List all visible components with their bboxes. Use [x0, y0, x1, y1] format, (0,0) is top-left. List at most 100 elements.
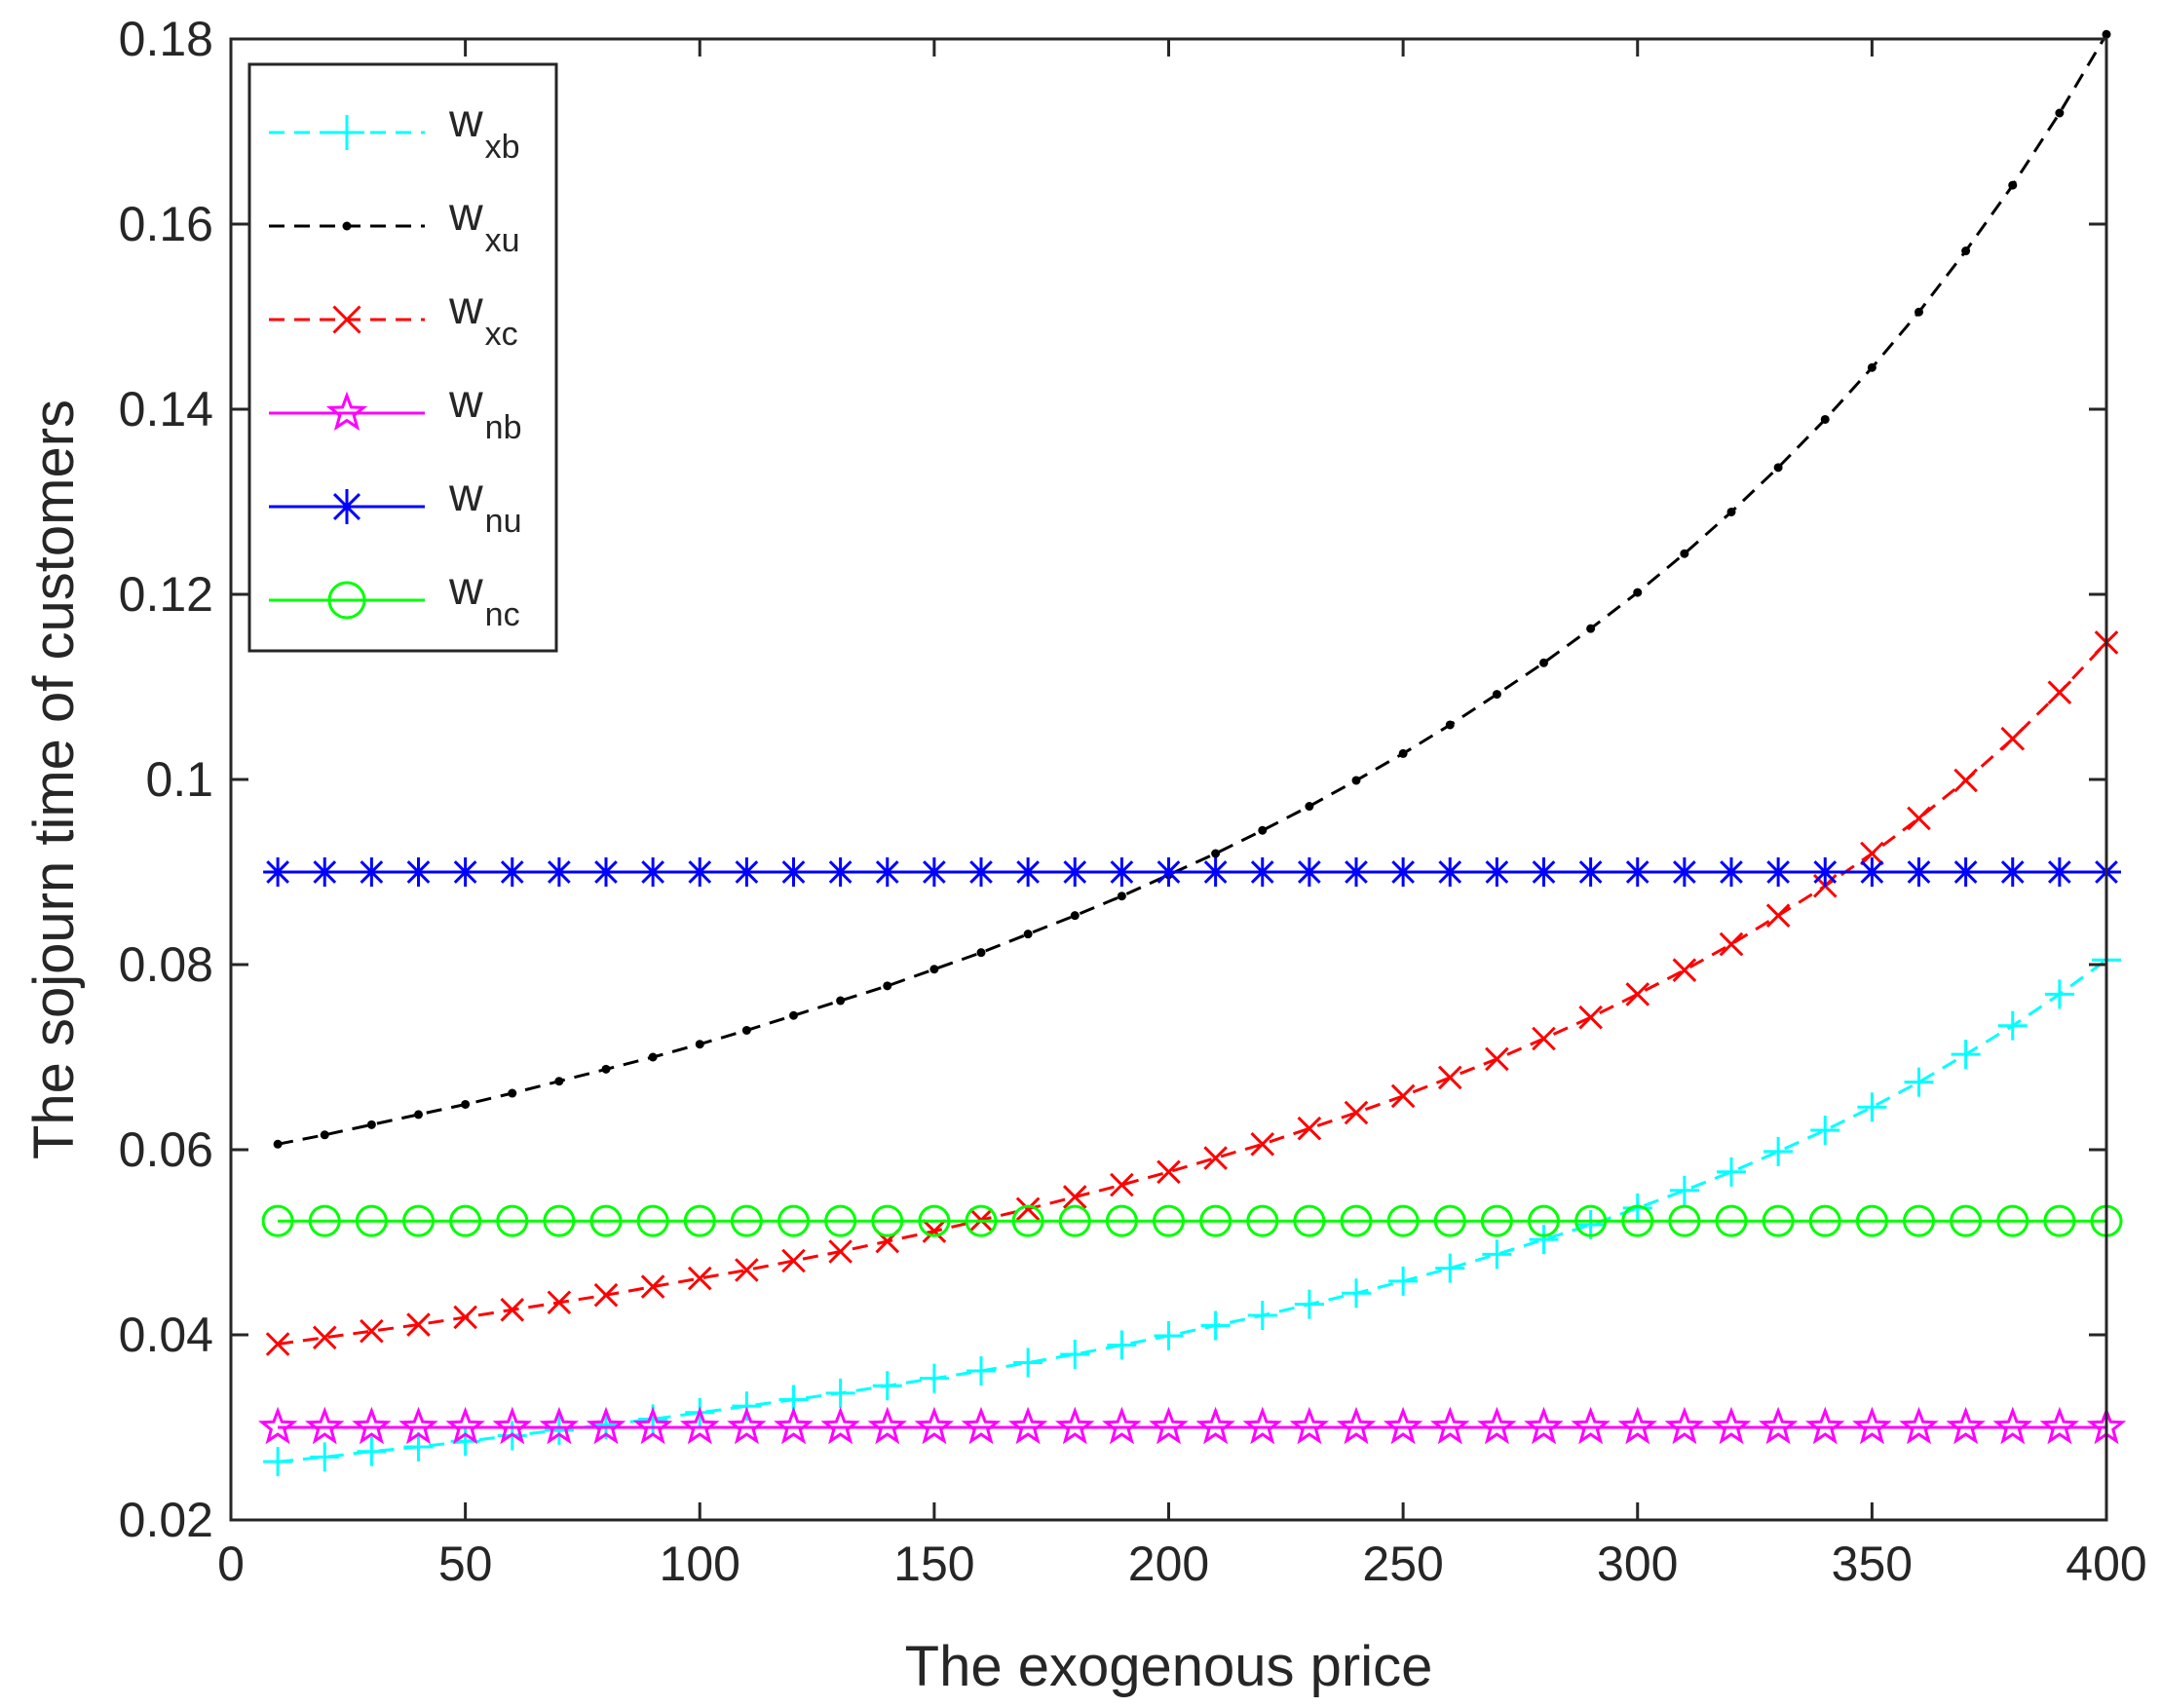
data-point-w_xb [1810, 1116, 1840, 1146]
data-point-w_nc [1340, 1204, 1373, 1237]
data-point-w_nu [1107, 857, 1137, 887]
data-point-w_nb [1992, 1406, 2032, 1445]
data-point-w_xu [883, 981, 892, 991]
data-point-w_xb [1857, 1092, 1887, 1122]
data-point-w_nb [961, 1406, 1002, 1445]
data-point-w_xc [1765, 903, 1791, 928]
data-point-w_nu [1294, 857, 1324, 887]
data-point-w_nb [1805, 1406, 1845, 1445]
data-point-w_nb [539, 1406, 580, 1445]
data-point-w_nb [257, 1406, 298, 1445]
data-point-w_nc [965, 1204, 998, 1237]
data-point-w_xu [836, 996, 846, 1006]
data-point-w_nc [543, 1204, 576, 1237]
data-point-w_nu [1669, 857, 1699, 887]
data-point-w_xc [312, 1325, 337, 1350]
data-point-w_nb [1195, 1406, 1235, 1445]
data-point-w_nu [1810, 857, 1840, 887]
data-point-w_nc [261, 1204, 294, 1237]
data-point-w_nc [1996, 1204, 2029, 1237]
x-tick-label: 400 [2066, 1537, 2146, 1591]
data-point-w_xc [1860, 841, 1884, 866]
legend-marker [342, 221, 352, 231]
data-point-w_xc [1203, 1146, 1228, 1170]
data-point-w_nb [1149, 1406, 1189, 1445]
legend-subscript: xu [485, 222, 520, 259]
data-point-w_xu [1492, 690, 1501, 700]
data-point-w_xc [547, 1290, 572, 1315]
data-point-w_xu [1680, 549, 1689, 558]
data-point-w_xu [929, 965, 939, 974]
data-point-w_nb [1242, 1406, 1282, 1445]
y-tick-label: 0.08 [119, 937, 213, 992]
data-point-w_nc [777, 1204, 810, 1237]
data-point-w_nu [450, 857, 480, 887]
data-point-w_nu [1154, 857, 1184, 887]
data-point-w_nc [1808, 1204, 1841, 1237]
data-point-w_nc [1105, 1204, 1138, 1237]
data-point-w_xc [1625, 982, 1650, 1006]
data-point-w_xb [1997, 1010, 2028, 1041]
legend-subscript: xb [485, 129, 520, 166]
legend-subscript: nc [485, 596, 520, 633]
data-point-w_nu [1904, 857, 1934, 887]
data-point-w_xc [1485, 1046, 1509, 1072]
data-point-w_xu [2102, 29, 2111, 39]
legend-marker [329, 115, 364, 150]
data-point-w_xc [1532, 1026, 1556, 1051]
data-point-w_nb [727, 1406, 767, 1445]
data-point-w_nu [1622, 857, 1652, 887]
data-point-w_nb [914, 1406, 955, 1445]
data-point-w_xc [828, 1239, 853, 1264]
data-point-w_xb [1951, 1040, 1981, 1070]
data-point-w_nc [1433, 1204, 1466, 1237]
data-point-w_xb [1247, 1301, 1277, 1331]
data-point-w_xu [1726, 507, 1736, 516]
data-point-w_xu [1961, 247, 1971, 256]
data-point-w_nb [1102, 1406, 1142, 1445]
data-point-w_nc [589, 1204, 623, 1237]
data-point-w_xu [1773, 463, 1783, 473]
data-point-w_nb [586, 1406, 626, 1445]
legend-subscript: nb [485, 409, 522, 446]
data-point-w_xu [1258, 825, 1268, 835]
data-point-w_nb [305, 1406, 345, 1445]
data-point-w_nb [1617, 1406, 1657, 1445]
data-point-w_xc [781, 1248, 806, 1273]
data-point-w_nc [871, 1204, 904, 1237]
data-point-w_nb [1336, 1406, 1377, 1445]
data-point-w_xb [967, 1356, 996, 1386]
data-point-w_nu [1388, 857, 1419, 887]
data-point-w_xc [640, 1274, 665, 1299]
data-point-w_nc [1199, 1204, 1232, 1237]
data-point-w_xu [1117, 892, 1126, 901]
data-point-w_nu [310, 857, 340, 887]
data-point-w_nc [918, 1204, 951, 1237]
data-point-w_nu [2044, 857, 2074, 887]
y-tick-label: 0.18 [119, 12, 213, 66]
y-tick-label: 0.04 [119, 1308, 213, 1362]
x-axis-title: The exogenous price [905, 1635, 1433, 1698]
data-point-w_nb [1524, 1406, 1564, 1445]
x-tick-label: 50 [438, 1537, 493, 1591]
axis-ticks: 0 50 100 150 200 250 300 350 400 0.02 0.04 0.06 0.08… [119, 12, 2147, 1591]
data-point-w_nc [496, 1204, 529, 1237]
legend-box [247, 62, 558, 653]
data-point-w_nu [1575, 857, 1606, 887]
series-layer [257, 29, 2127, 1477]
data-point-w_xb [1107, 1330, 1137, 1360]
data-point-w_nu [732, 857, 762, 887]
data-point-w_xb [357, 1436, 387, 1466]
x-tick-label: 200 [1128, 1537, 1209, 1591]
data-point-w_xb [919, 1363, 949, 1393]
data-point-w_xc [1672, 958, 1697, 983]
y-tick-label: 0.16 [119, 197, 213, 251]
data-point-w_nu [357, 857, 387, 887]
data-point-w_nc [1153, 1204, 1185, 1237]
data-point-w_xu [1398, 748, 1408, 758]
data-point-w_xu [695, 1040, 704, 1049]
data-point-w_nu [544, 857, 574, 887]
data-point-w_xu [320, 1130, 329, 1140]
data-point-w_nu [1951, 857, 1981, 887]
data-point-w_xc [1156, 1159, 1181, 1185]
